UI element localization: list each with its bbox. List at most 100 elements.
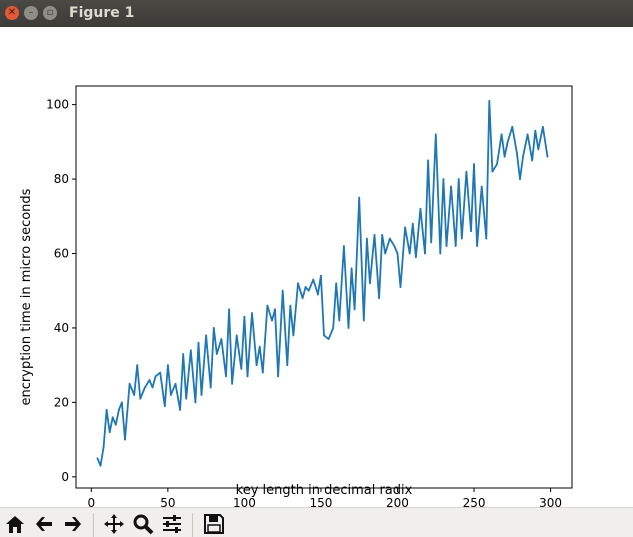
y-tick-label: 80 — [54, 172, 69, 186]
data-point — [343, 245, 345, 247]
back-button[interactable] — [31, 511, 57, 537]
data-point — [534, 129, 537, 132]
window-title: Figure 1 — [69, 5, 135, 21]
data-point — [384, 252, 387, 255]
data-point — [365, 237, 368, 240]
data-point — [338, 319, 341, 322]
data-point — [450, 185, 452, 188]
data-point — [99, 464, 102, 467]
data-point — [491, 170, 494, 173]
forward-button[interactable] — [60, 511, 86, 537]
data-point — [174, 382, 177, 385]
data-point — [128, 382, 131, 385]
x-axis-ticks: 0 50 100 150 200 250 300 — [87, 488, 562, 510]
data-point — [235, 334, 238, 337]
data-point — [194, 401, 197, 404]
back-arrow-icon — [36, 517, 52, 531]
data-point — [301, 297, 304, 300]
data-point — [117, 408, 120, 411]
zoom-button[interactable] — [130, 511, 156, 537]
data-point — [511, 126, 514, 128]
data-point — [362, 319, 365, 322]
data-point — [332, 327, 335, 329]
data-point — [350, 267, 353, 270]
data-point — [347, 327, 350, 329]
x-tick-label: 300 — [539, 496, 562, 507]
data-point — [399, 286, 402, 288]
data-point — [151, 386, 154, 389]
plot-area — [75, 85, 573, 489]
data-point — [189, 349, 192, 352]
data-point — [396, 252, 399, 255]
data-point — [393, 245, 396, 247]
data-point — [114, 423, 117, 426]
data-point — [460, 237, 463, 240]
minimize-window-button[interactable]: – — [24, 6, 38, 20]
data-point — [163, 405, 166, 408]
data-point — [496, 163, 498, 166]
data-point — [304, 286, 307, 288]
data-point — [369, 282, 371, 285]
pan-button[interactable] — [101, 511, 127, 537]
data-point — [277, 375, 279, 378]
configure-subplots-button[interactable] — [159, 511, 185, 537]
data-point — [542, 126, 544, 128]
data-point — [96, 457, 99, 460]
y-axis-label: encryption time in micro seconds — [19, 188, 34, 405]
data-point — [154, 375, 157, 378]
data-point — [205, 334, 208, 337]
maximize-window-button[interactable]: ▫ — [43, 6, 57, 20]
data-point — [430, 241, 433, 244]
y-tick-label: 100 — [46, 98, 69, 112]
home-button[interactable] — [2, 511, 28, 537]
data-point — [179, 408, 181, 411]
x-tick-label: 250 — [463, 496, 486, 507]
x-tick-label: 0 — [87, 496, 95, 507]
y-tick-label: 60 — [54, 247, 69, 261]
data-point — [281, 289, 284, 292]
data-point — [225, 375, 227, 378]
data-point — [136, 364, 139, 367]
data-point — [215, 353, 218, 355]
data-point — [289, 304, 292, 307]
save-button[interactable] — [201, 511, 227, 537]
data-point — [546, 155, 549, 158]
forward-arrow-icon — [65, 517, 81, 531]
data-point — [473, 163, 475, 166]
y-tick-label: 40 — [54, 321, 69, 335]
x-tick-label: 100 — [233, 496, 256, 507]
data-point — [358, 196, 361, 199]
y-tick-label: 0 — [61, 470, 69, 484]
data-point — [143, 386, 146, 389]
pan-icon — [104, 514, 124, 534]
data-point — [197, 341, 200, 344]
line-chart: 0 50 100 150 200 250 300 0 20 40 60 80 100 key leng… — [19, 85, 573, 510]
data-point — [316, 293, 319, 296]
data-point — [228, 308, 230, 311]
data-point — [378, 297, 381, 300]
data-point — [261, 371, 264, 374]
data-point — [312, 278, 315, 281]
data-point — [209, 386, 212, 389]
data-point — [307, 289, 310, 292]
data-point — [323, 334, 325, 337]
configure-subplots-icon — [163, 515, 181, 533]
data-point — [292, 334, 295, 337]
data-point — [445, 245, 448, 247]
data-point — [419, 207, 422, 210]
data-point — [427, 159, 429, 162]
data-point — [297, 282, 299, 285]
data-point — [457, 178, 460, 180]
data-point — [411, 222, 414, 225]
data-point — [258, 345, 261, 348]
toolbar-separator — [93, 513, 94, 537]
window-titlebar: ✕ – ▫ Figure 1 — [0, 0, 633, 27]
close-window-button[interactable]: ✕ — [5, 6, 19, 20]
data-point — [503, 155, 506, 158]
data-point — [286, 364, 289, 367]
data-point — [243, 315, 246, 318]
data-point — [102, 446, 105, 448]
figure-canvas[interactable]: 0 50 100 150 200 250 300 0 20 40 60 80 100 key leng… — [0, 27, 633, 510]
data-point — [182, 353, 185, 355]
data-point — [442, 178, 445, 180]
